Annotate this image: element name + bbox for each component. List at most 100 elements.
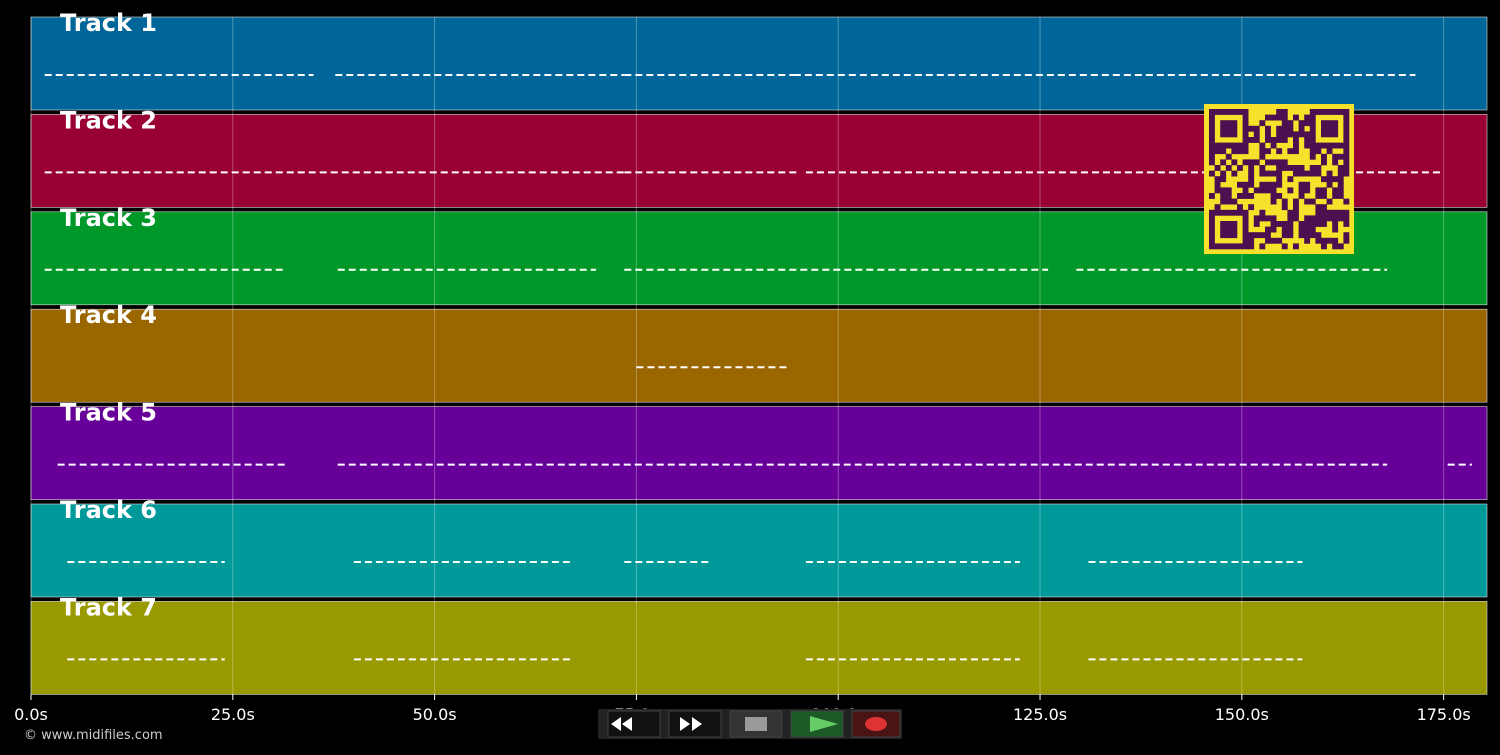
qr-cell: [1304, 137, 1311, 143]
forward-icon: [680, 717, 702, 731]
qr-cell: [1276, 170, 1283, 177]
qr-cell: [1209, 131, 1215, 138]
transport-controls: [598, 709, 902, 739]
stop-button[interactable]: [729, 710, 783, 738]
qr-cell: [1237, 193, 1243, 199]
qr-cell: [1265, 159, 1271, 166]
qr-cell: [1220, 109, 1227, 115]
qr-cell: [1220, 148, 1227, 155]
qr-cell: [1298, 125, 1305, 132]
record-button[interactable]: [851, 710, 901, 738]
qr-cell: [1337, 181, 1344, 188]
qr-cell: [1276, 137, 1283, 143]
qr-cell: [1276, 109, 1283, 115]
qr-cell: [1321, 153, 1327, 160]
qr-cell: [1343, 120, 1350, 127]
qr-cell: [1276, 176, 1283, 183]
qr-cell: [1309, 232, 1316, 239]
qr-cell: [1265, 237, 1271, 244]
qr-cell: [1270, 114, 1277, 121]
qr-cell: [1276, 181, 1283, 188]
qr-cell: [1231, 170, 1238, 177]
qr-cell: [1332, 187, 1339, 194]
qr-cell: [1259, 120, 1266, 127]
qr-cell: [1281, 125, 1288, 132]
qr-cell: [1276, 193, 1283, 199]
qr-cell: [1248, 137, 1255, 143]
qr-cell: [1231, 221, 1238, 227]
qr-cell: [1248, 159, 1255, 166]
qr-cell: [1231, 148, 1238, 155]
qr-cell: [1315, 142, 1322, 149]
qr-cell: [1242, 193, 1249, 199]
qr-cell: [1220, 243, 1227, 250]
qr-cell: [1293, 137, 1299, 143]
qr-cell: [1259, 153, 1266, 160]
qr-cell: [1309, 137, 1316, 143]
qr-cell: [1304, 120, 1311, 127]
qr-cell: [1293, 204, 1299, 211]
qr-cell: [1293, 170, 1299, 177]
qr-cell: [1343, 221, 1350, 227]
qr-cell: [1242, 237, 1249, 244]
qr-cell: [1242, 131, 1249, 138]
button-bg: [607, 710, 661, 738]
qr-cell: [1270, 237, 1277, 244]
qr-cell: [1209, 120, 1215, 127]
qr-cell: [1220, 159, 1227, 166]
forward-button[interactable]: [668, 710, 722, 738]
qr-cell: [1298, 120, 1305, 127]
qr-cell: [1298, 181, 1305, 188]
qr-cell: [1298, 131, 1305, 138]
qr-cell: [1276, 221, 1283, 227]
play-button[interactable]: [790, 710, 844, 738]
qr-cell: [1321, 237, 1327, 244]
qr-cell: [1242, 215, 1249, 222]
qr-cell: [1309, 142, 1316, 149]
qr-cell: [1209, 170, 1215, 177]
qr-cell: [1321, 209, 1327, 216]
qr-cell: [1287, 187, 1294, 194]
qr-cell: [1209, 215, 1215, 222]
qr-cell: [1343, 137, 1350, 143]
qr-cell: [1231, 232, 1238, 239]
qr-cell: [1293, 198, 1299, 205]
qr-cell: [1309, 148, 1316, 155]
qr-cell: [1214, 109, 1221, 115]
qr-cell: [1321, 176, 1327, 183]
qr-cell: [1287, 148, 1294, 155]
qr-cell: [1332, 131, 1339, 138]
qr-cell: [1242, 209, 1249, 216]
qr-cell: [1242, 187, 1249, 194]
qr-cell: [1270, 181, 1277, 188]
qr-cell: [1321, 243, 1327, 250]
qr-cell: [1265, 215, 1271, 222]
qr-cell: [1326, 142, 1333, 149]
qr-cell: [1242, 159, 1249, 166]
qr-cell: [1332, 243, 1339, 250]
qr-cell: [1225, 209, 1232, 216]
track-name: Track 5: [60, 399, 157, 427]
qr-cell: [1332, 153, 1339, 160]
qr-cell: [1265, 131, 1271, 138]
qr-cell: [1309, 109, 1316, 115]
qr-cell: [1309, 120, 1316, 127]
qr-cell: [1237, 243, 1243, 250]
qr-cell: [1248, 193, 1255, 199]
qr-cell: [1270, 226, 1277, 233]
qr-cell: [1242, 243, 1249, 250]
rewind-button[interactable]: [607, 710, 661, 738]
qr-cell: [1220, 131, 1227, 138]
qr-cell: [1343, 114, 1350, 121]
qr-cell: [1337, 109, 1344, 115]
qr-cell: [1270, 215, 1277, 222]
track-name: Track 1: [60, 9, 157, 37]
qr-cell: [1276, 165, 1283, 171]
qr-cell: [1287, 125, 1294, 132]
qr-cell: [1214, 142, 1221, 149]
stop-icon: [745, 717, 767, 731]
qr-cell: [1321, 221, 1327, 227]
qr-cell: [1287, 226, 1294, 233]
qr-cell: [1220, 198, 1227, 205]
qr-cell: [1242, 221, 1249, 227]
